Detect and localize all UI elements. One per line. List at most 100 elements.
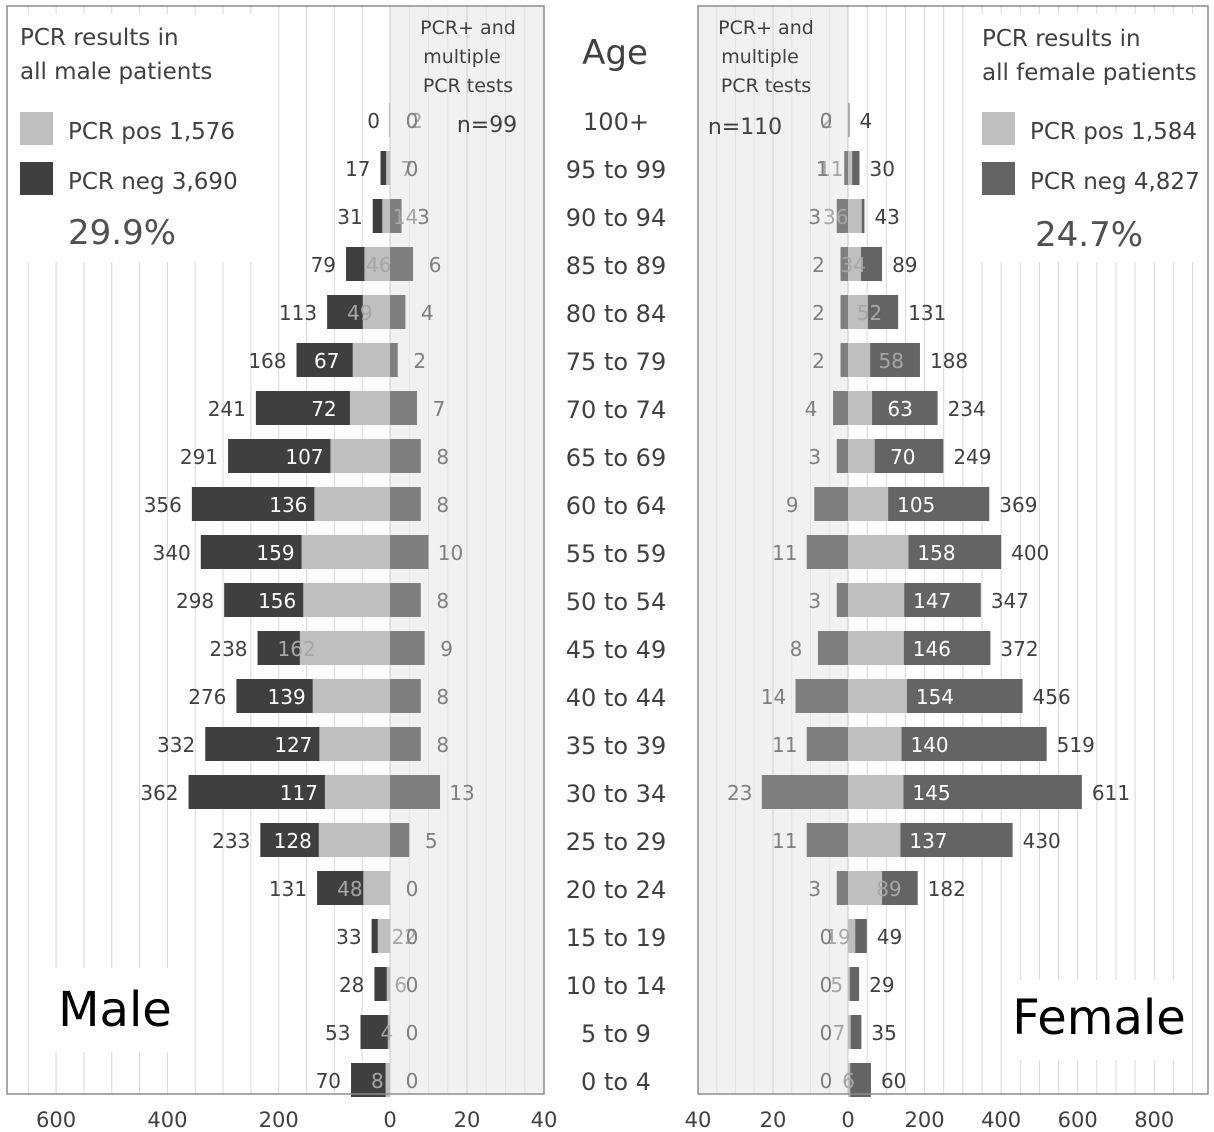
female-pos-label: 7 [833,1021,846,1045]
female-multi-label: 0 [820,1021,833,1045]
male-pos-label: 46 [366,253,391,277]
male-axis-tick: 0 [383,1108,396,1132]
female-pos-bar [848,775,904,809]
male-multi-bar [390,823,410,857]
female-pos-bar [848,823,901,857]
male-pos-label: 72 [311,397,336,421]
male-pos-bar [377,919,390,953]
female-pos-bar [848,439,875,473]
female-multi-bar [818,631,848,665]
male-neg-label: 17 [345,157,370,181]
female-multi-bar [844,151,848,185]
female-pos-label: 19 [825,925,850,949]
female-pos-label: 5 [830,973,843,997]
female-neg-label: 89 [892,253,917,277]
female-multi-label: 4 [805,397,818,421]
female-pos-label: 89 [876,877,901,901]
female-multi-label: 11 [772,541,797,565]
female-multi-n: n=110 [708,115,782,140]
male-legend-pos-label: PCR pos 1,576 [68,119,235,145]
male-neg-label: 362 [140,781,178,805]
male-neg-bar [374,967,390,1001]
female-multi-label: 3 [808,445,821,469]
age-label: 60 to 64 [566,492,666,520]
female-panel-label-bg [1006,980,1192,1060]
male-neg-label: 0 [367,109,380,133]
age-label: 85 to 89 [566,252,666,280]
female-multi-label: 3 [808,589,821,613]
male-multi-label: 5 [425,829,438,853]
male-multi-label: 10 [438,541,463,565]
female-neg-label: 35 [871,1021,896,1045]
female-multi-bar [836,439,848,473]
male-pos-bar [363,871,390,905]
male-multi-bar [390,727,421,761]
female-pos-bar [848,199,862,233]
male-neg-label: 113 [279,301,317,325]
age-labels: 100+ 95 to 99 90 to 94 85 to 89 80 to 84 75 t… [566,108,666,1096]
female-multi-label: 11 [772,733,797,757]
female-neg-label: 29 [869,973,894,997]
female-multi-header-line3: PCR tests [721,75,811,97]
female-pos-label: 6 [842,1069,855,1093]
male-legend-neg-label: PCR neg 3,690 [68,169,238,195]
male-multi-label: 8 [436,685,449,709]
male-multi-label: 2 [413,349,426,373]
male-pos-bar [382,199,390,233]
female-pos-label: 140 [910,733,948,757]
female-multi-bar [806,823,848,857]
male-pos-bar [364,247,390,281]
male-pos-bar [387,1015,390,1049]
female-pos-bar [848,1015,851,1049]
female-pos-bar [848,1063,851,1097]
age-label: 40 to 44 [566,684,666,712]
female-multi-bar [806,535,848,569]
male-multi-axis-tick: 40 [531,1108,558,1132]
age-label: 95 to 99 [566,156,666,184]
male-pos-label: 139 [268,685,306,709]
female-neg-bar [848,1015,862,1049]
female-neg-label: 182 [928,877,966,901]
female-multi-bar [840,247,848,281]
female-multi-axis-tick: 40 [685,1108,712,1132]
male-multi-label: 0 [406,109,419,133]
female-pos-bar [848,535,909,569]
female-pos-bar [848,391,873,425]
female-multi-bar [806,727,848,761]
female-pos-label: 11 [818,157,843,181]
male-pos-bar [386,151,390,185]
male-multi-label: 8 [436,589,449,613]
male-multi-bar [390,487,421,521]
female-neg-label: 131 [908,301,946,325]
female-pos-bar [848,487,889,521]
female-multi-header-line2: multiple [721,46,799,68]
female-pos-bar [848,871,883,905]
female-pos-label: 154 [916,685,954,709]
female-legend-neg-label: PCR neg 4,827 [1030,169,1200,195]
male-multi-bar [390,775,441,809]
female-pos-bar [848,583,905,617]
male-pos-label: 156 [258,589,296,613]
male-pos-label: 136 [269,493,307,517]
age-label: 50 to 54 [566,588,666,616]
female-neg-label: 347 [991,589,1029,613]
female-neg-label: 456 [1033,685,1071,709]
female-legend-title-line1: PCR results in [982,26,1141,52]
female-axis-tick: 400 [981,1108,1021,1132]
male-pos-bar [385,1063,390,1097]
male-pos-label: 2 [410,109,423,133]
female-multi-label: 3 [808,877,821,901]
male-neg-bar [380,151,390,185]
male-pos-bar [318,823,390,857]
male-neg-label: 168 [248,349,286,373]
male-percent: 29.9% [68,213,176,253]
male-pos-bar [299,631,390,665]
male-neg-label: 28 [339,973,364,997]
female-neg-label: 369 [999,493,1037,517]
male-axis-tick: 400 [147,1108,187,1132]
male-pos-label: 14 [393,205,418,229]
female-axis-tick: 200 [905,1108,945,1132]
age-label: 90 to 94 [566,204,666,232]
